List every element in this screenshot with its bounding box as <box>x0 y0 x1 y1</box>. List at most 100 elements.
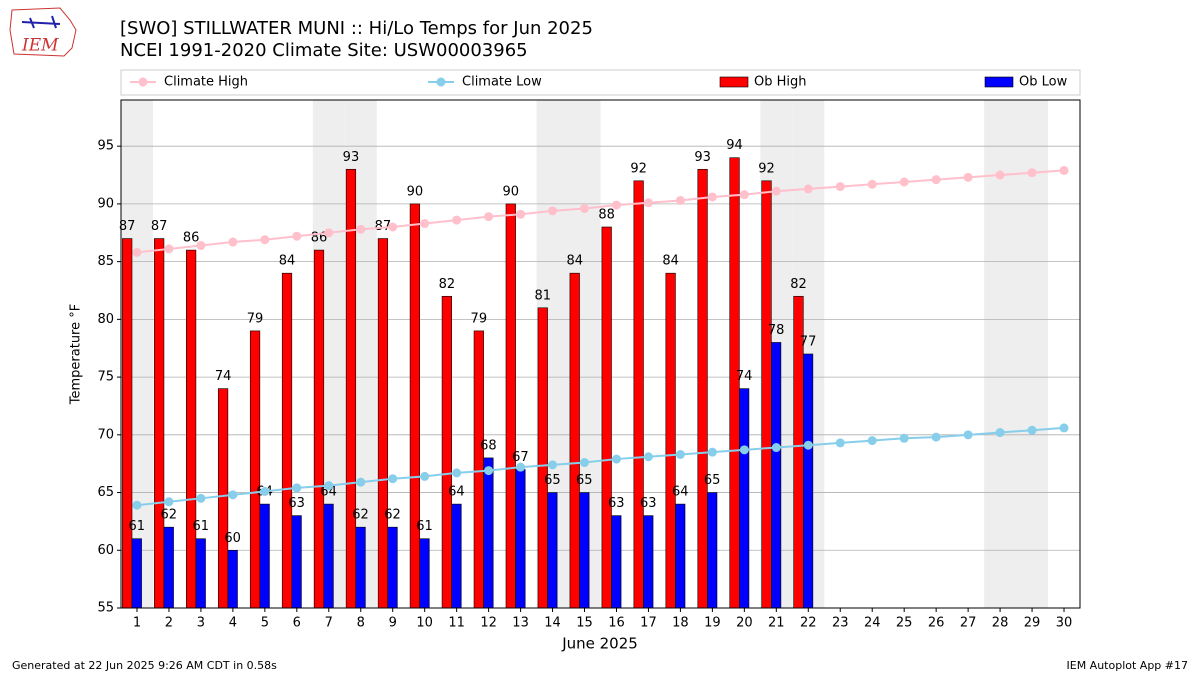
climate-marker <box>1027 168 1037 178</box>
y-tick-label: 65 <box>97 485 114 500</box>
climate-marker <box>260 486 270 496</box>
climate-marker <box>611 454 621 464</box>
climate-marker <box>388 222 398 232</box>
data-label: 92 <box>630 161 647 176</box>
climate-line <box>136 169 1065 254</box>
bar <box>131 538 142 609</box>
legend-marker <box>436 77 446 87</box>
y-tick-label: 95 <box>97 139 114 154</box>
bar <box>707 492 718 609</box>
climate-marker <box>963 430 973 440</box>
chart-subtitle: NCEI 1991-2020 Climate Site: USW00003965 <box>120 40 528 61</box>
legend-swatch <box>719 76 749 88</box>
bar <box>569 272 580 609</box>
logo-mark <box>21 15 61 29</box>
legend-swatch <box>984 76 1014 88</box>
x-tick-label: 10 <box>416 616 433 631</box>
x-tick-label: 7 <box>325 616 333 631</box>
x-tick-label: 20 <box>736 616 753 631</box>
y-tick-label: 85 <box>97 254 114 269</box>
climate-marker <box>452 215 462 225</box>
climate-marker <box>164 497 174 507</box>
legend-label: Climate High <box>164 75 248 90</box>
data-label: 68 <box>480 438 497 453</box>
data-label: 67 <box>512 450 529 465</box>
climate-marker <box>548 460 558 470</box>
data-label: 79 <box>471 311 488 326</box>
x-tick-label: 6 <box>293 616 301 631</box>
climate-marker <box>356 224 366 234</box>
data-label: 61 <box>192 519 209 534</box>
climate-marker <box>484 212 494 222</box>
x-tick-label: 16 <box>608 616 625 631</box>
bar <box>739 388 750 609</box>
y-tick-label: 90 <box>97 196 114 211</box>
plot-frame <box>120 99 1081 609</box>
bar <box>515 469 526 609</box>
bar <box>345 168 357 609</box>
climate-marker <box>228 490 238 500</box>
climate-marker <box>196 240 206 250</box>
footer-left: Generated at 22 Jun 2025 9:26 AM CDT in … <box>12 659 277 672</box>
data-label: 87 <box>375 219 392 234</box>
x-tick-label: 12 <box>480 616 497 631</box>
climate-marker <box>995 170 1005 180</box>
climate-marker <box>484 466 494 476</box>
data-label: 82 <box>439 277 456 292</box>
climate-marker <box>132 247 142 257</box>
x-tick-label: 27 <box>960 616 977 631</box>
bar <box>281 272 293 609</box>
climate-marker <box>452 468 462 478</box>
data-label: 74 <box>736 369 753 384</box>
bar <box>291 515 302 609</box>
bar <box>483 457 494 609</box>
data-label: 88 <box>598 208 615 223</box>
bar <box>802 353 814 609</box>
data-label: 82 <box>790 277 807 292</box>
data-label: 62 <box>352 508 369 523</box>
x-tick-label: 30 <box>1056 616 1073 631</box>
x-tick-label: 9 <box>389 616 397 631</box>
data-label: 63 <box>608 496 625 511</box>
bar <box>547 492 558 609</box>
x-tick-label: 25 <box>896 616 913 631</box>
climate-marker <box>516 209 526 219</box>
data-label: 63 <box>640 496 657 511</box>
climate-marker <box>771 186 781 196</box>
data-label: 62 <box>384 508 401 523</box>
bar <box>387 526 398 609</box>
data-label: 87 <box>151 219 168 234</box>
bar <box>195 538 206 609</box>
data-label: 64 <box>672 485 689 500</box>
climate-marker <box>675 195 685 205</box>
climate-marker <box>548 206 558 216</box>
bar <box>771 342 782 609</box>
climate-marker <box>292 231 302 241</box>
data-label: 65 <box>704 473 721 488</box>
climate-marker <box>420 219 430 229</box>
logo: IEM <box>9 7 77 57</box>
bar <box>537 307 548 609</box>
bar <box>419 538 430 609</box>
climate-marker <box>963 172 973 182</box>
x-tick-label: 29 <box>1024 616 1041 631</box>
climate-marker <box>771 443 781 453</box>
climate-line <box>136 426 1065 507</box>
x-tick-label: 19 <box>704 616 721 631</box>
data-label: 90 <box>407 184 424 199</box>
data-label: 65 <box>544 473 561 488</box>
x-tick-label: 14 <box>544 616 561 631</box>
bar <box>633 180 644 609</box>
data-label: 61 <box>129 519 146 534</box>
data-label: 64 <box>448 485 465 500</box>
x-tick-label: 17 <box>640 616 657 631</box>
climate-marker <box>739 445 749 455</box>
legend-label: Ob High <box>754 75 807 90</box>
climate-marker <box>835 438 845 448</box>
bar <box>611 515 622 609</box>
climate-marker <box>867 436 877 446</box>
climate-marker <box>931 432 941 442</box>
data-label: 84 <box>662 254 679 269</box>
chart-title: [SWO] STILLWATER MUNI :: Hi/Lo Temps for… <box>120 18 593 39</box>
